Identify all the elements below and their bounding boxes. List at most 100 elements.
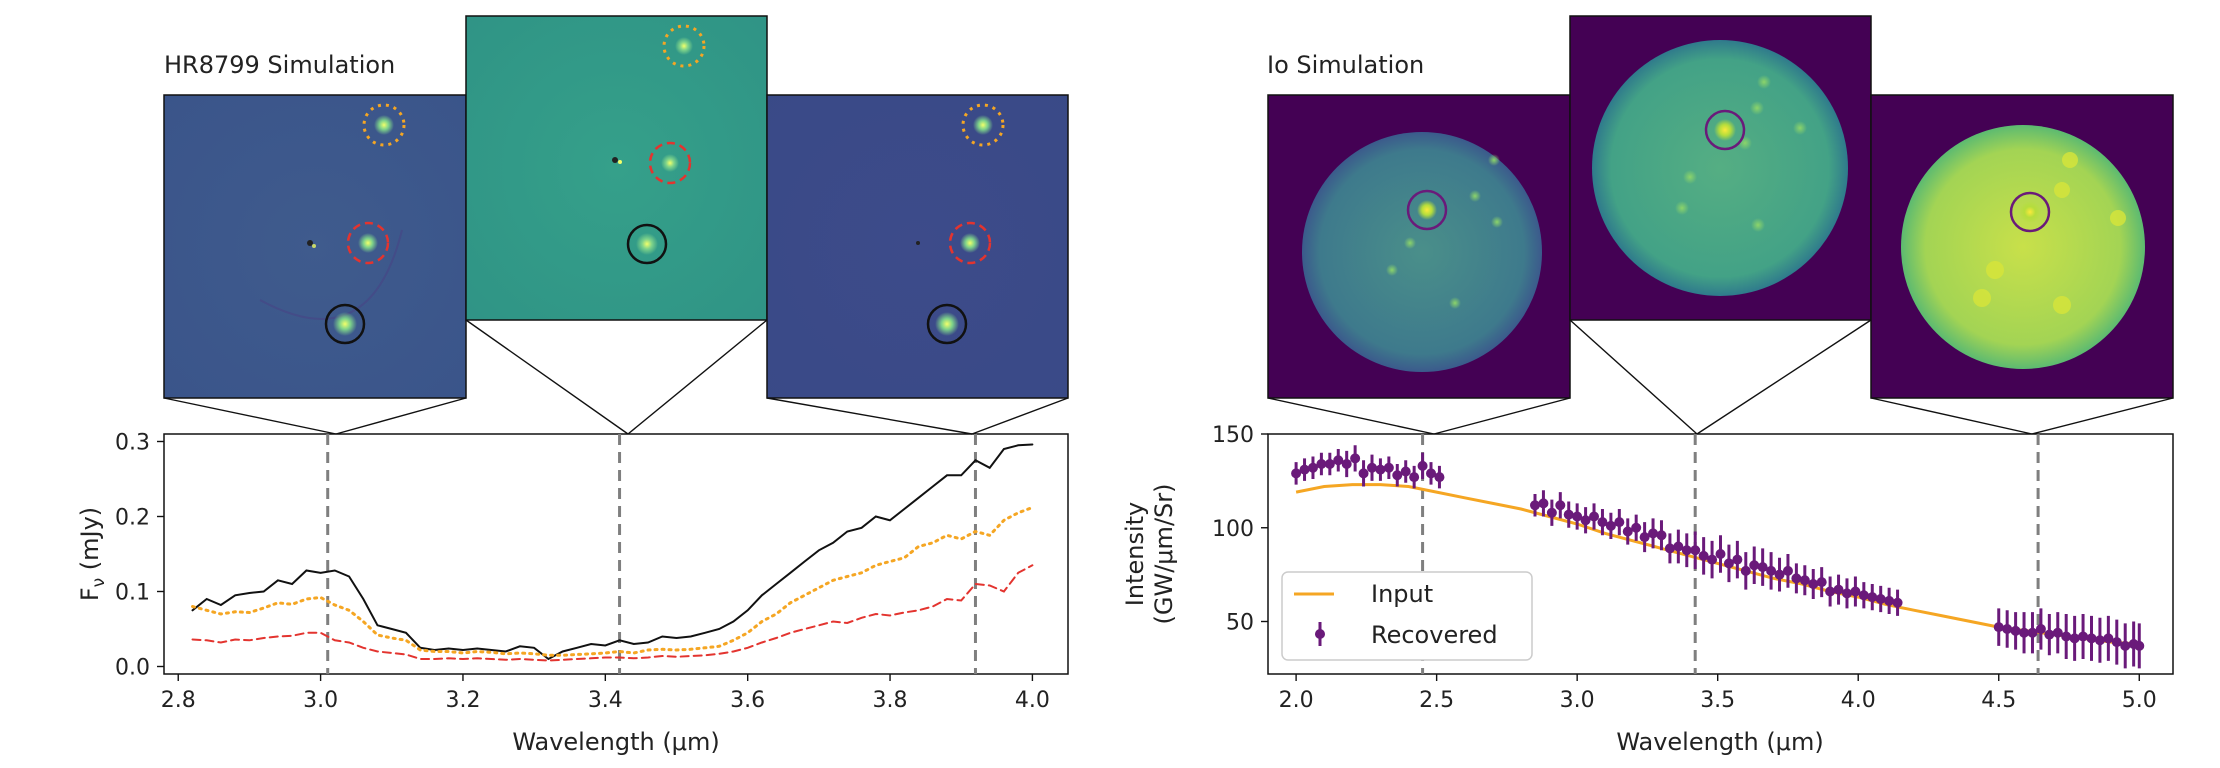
recovered-point bbox=[1698, 550, 1709, 561]
left-axes: 2.8 3.0 3.2 3.4 3.6 3.8 4.0 0.0 0.1 0.2 0.3 bbox=[115, 431, 1050, 714]
recovered-point bbox=[2052, 627, 2063, 638]
recovered-point bbox=[1648, 528, 1659, 539]
recovered-point bbox=[1589, 511, 1600, 522]
hr8799-image-1 bbox=[163, 94, 467, 399]
recovered-point bbox=[1892, 597, 1903, 608]
recovered-point bbox=[1409, 472, 1420, 483]
hr8799-image-3 bbox=[766, 94, 1069, 399]
left-connectors bbox=[163, 319, 1069, 435]
recovered-point bbox=[1375, 464, 1386, 475]
left-xlabel: Wavelength (μm) bbox=[512, 728, 719, 756]
left-ylabel: Fν (mJy) bbox=[76, 507, 109, 601]
recovered-point bbox=[2094, 635, 2105, 646]
recovered-point bbox=[1841, 588, 1852, 599]
right-ytick-label: 150 bbox=[1212, 423, 1254, 448]
right-xtick-label: 3.0 bbox=[1560, 688, 1595, 713]
recovered-point bbox=[1715, 549, 1726, 559]
recovered-point bbox=[1707, 554, 1718, 565]
left-series-group bbox=[191, 443, 1034, 662]
recovered-point bbox=[1732, 554, 1743, 565]
recovered-point bbox=[1867, 592, 1878, 603]
series-planet-b bbox=[191, 443, 1034, 661]
recovered-point bbox=[2035, 624, 2046, 634]
recovered-point bbox=[1749, 560, 1760, 571]
recovered-point bbox=[1546, 507, 1557, 518]
recovered-point bbox=[1316, 459, 1327, 469]
right-xtick-label: 4.0 bbox=[1841, 688, 1876, 713]
right-xtick-label: 2.0 bbox=[1279, 688, 1314, 713]
left-ytick-label: 0.1 bbox=[115, 581, 150, 606]
recovered-point bbox=[1858, 590, 1869, 601]
left-plot-frame bbox=[163, 433, 1069, 675]
recovered-point bbox=[1681, 545, 1692, 556]
recovered-point bbox=[1664, 543, 1675, 554]
recovered-point bbox=[1400, 466, 1411, 477]
recovered-point bbox=[1434, 472, 1445, 483]
recovered-point bbox=[1850, 586, 1861, 597]
recovered-point bbox=[1631, 522, 1642, 533]
recovered-point bbox=[1656, 530, 1667, 541]
recovered-point bbox=[1383, 462, 1394, 473]
recovered-point bbox=[1808, 579, 1819, 589]
recovered-point bbox=[1307, 462, 1318, 473]
recovered-point bbox=[2044, 629, 2055, 640]
recovered-point bbox=[1530, 500, 1541, 511]
recovered-point bbox=[2103, 633, 2114, 644]
recovered-point bbox=[1417, 460, 1428, 471]
io-image-1 bbox=[1267, 94, 1571, 399]
right-axes: 2.0 2.5 3.0 3.5 4.0 4.5 5.0 50 100 150 bbox=[1212, 423, 2157, 713]
recovered-point bbox=[1884, 595, 1895, 606]
recovered-point bbox=[1740, 565, 1751, 576]
recovered-point bbox=[1563, 509, 1574, 520]
recovered-point bbox=[2120, 640, 2131, 651]
left-xtick-label: 4.0 bbox=[1015, 688, 1050, 713]
right-xtick-label: 2.5 bbox=[1419, 688, 1454, 713]
recovered-point bbox=[1673, 541, 1684, 552]
recovered-point bbox=[1299, 464, 1310, 475]
legend-box bbox=[1281, 571, 1533, 661]
left-ytick-label: 0.2 bbox=[115, 506, 150, 531]
right-ylabel-line2: (GW/μm/Sr) bbox=[1150, 484, 1178, 625]
recovered-point bbox=[1538, 498, 1549, 509]
left-marker-lines bbox=[326, 434, 977, 674]
recovered-point bbox=[1605, 520, 1616, 531]
recovered-point bbox=[1333, 455, 1344, 466]
recovered-point bbox=[1825, 586, 1836, 597]
recovered-point bbox=[2086, 633, 2097, 644]
recovered-point bbox=[1597, 517, 1608, 528]
io-image-2 bbox=[1569, 15, 1872, 321]
legend-input-label: Input bbox=[1371, 580, 1433, 608]
recovered-point bbox=[1426, 468, 1437, 479]
right-xlabel: Wavelength (μm) bbox=[1616, 728, 1823, 756]
recovered-point bbox=[2002, 624, 2013, 634]
right-series-group bbox=[1291, 445, 2145, 669]
legend-recovered-label: Recovered bbox=[1371, 621, 1498, 649]
right-connectors bbox=[1267, 319, 2174, 435]
recovered-point bbox=[2134, 640, 2145, 651]
series-planet-d bbox=[191, 564, 1034, 662]
left-ytick-label: 0.3 bbox=[115, 431, 150, 456]
left-xtick-label: 3.2 bbox=[445, 688, 480, 713]
left-ylabel-unit: (mJy) bbox=[76, 507, 104, 578]
left-xtick-label: 3.0 bbox=[303, 688, 338, 713]
recovered-point bbox=[1622, 526, 1633, 537]
right-ytick-label: 50 bbox=[1226, 611, 1254, 636]
recovered-point bbox=[2027, 627, 2038, 638]
recovered-point bbox=[1366, 462, 1377, 473]
recovered-point bbox=[1555, 500, 1566, 511]
recovered-point bbox=[2019, 627, 2030, 638]
left-xtick-label: 3.8 bbox=[873, 688, 908, 713]
recovered-point bbox=[1690, 545, 1701, 556]
hr8799-image-2 bbox=[465, 15, 768, 321]
io-image-3 bbox=[1870, 94, 2174, 399]
recovered-point bbox=[2069, 633, 2080, 644]
recovered-point bbox=[1833, 584, 1844, 595]
right-ytick-label: 100 bbox=[1212, 517, 1254, 542]
series-planet-c bbox=[191, 506, 1034, 657]
recovered-point bbox=[1350, 453, 1361, 464]
recovered-point bbox=[1816, 577, 1827, 588]
io-legend: Input Recovered bbox=[1281, 571, 1533, 661]
recovered-point bbox=[1723, 558, 1734, 569]
left-ylabel-main: F bbox=[76, 587, 104, 601]
